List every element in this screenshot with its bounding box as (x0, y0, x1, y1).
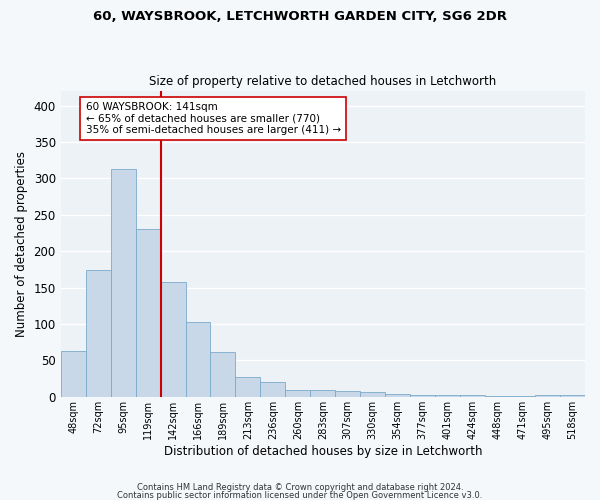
Text: 60 WAYSBROOK: 141sqm
← 65% of detached houses are smaller (770)
35% of semi-deta: 60 WAYSBROOK: 141sqm ← 65% of detached h… (86, 102, 341, 135)
Bar (310, 390, 335, 397)
Bar (211, 352, 235, 397)
Bar (235, 377, 260, 397)
Bar (410, 394, 435, 397)
Text: 60, WAYSBROOK, LETCHWORTH GARDEN CITY, SG6 2DR: 60, WAYSBROOK, LETCHWORTH GARDEN CITY, S… (93, 10, 507, 23)
Bar (360, 392, 385, 397)
Bar (260, 382, 286, 397)
Bar (86, 270, 110, 397)
Bar (385, 394, 410, 397)
Text: Contains public sector information licensed under the Open Government Licence v3: Contains public sector information licen… (118, 490, 482, 500)
Bar (161, 282, 185, 397)
Text: Contains HM Land Registry data © Crown copyright and database right 2024.: Contains HM Land Registry data © Crown c… (137, 484, 463, 492)
Bar (485, 396, 510, 397)
Bar (560, 394, 585, 397)
Bar (61, 351, 86, 397)
Bar (136, 230, 161, 397)
Title: Size of property relative to detached houses in Letchworth: Size of property relative to detached ho… (149, 76, 496, 88)
Bar (335, 391, 360, 397)
Bar (535, 394, 560, 397)
Y-axis label: Number of detached properties: Number of detached properties (15, 151, 28, 337)
Bar (185, 322, 211, 397)
Bar (435, 396, 460, 397)
Bar (110, 169, 136, 397)
Bar (510, 396, 535, 397)
X-axis label: Distribution of detached houses by size in Letchworth: Distribution of detached houses by size … (164, 444, 482, 458)
Bar (460, 396, 485, 397)
Bar (286, 390, 310, 397)
